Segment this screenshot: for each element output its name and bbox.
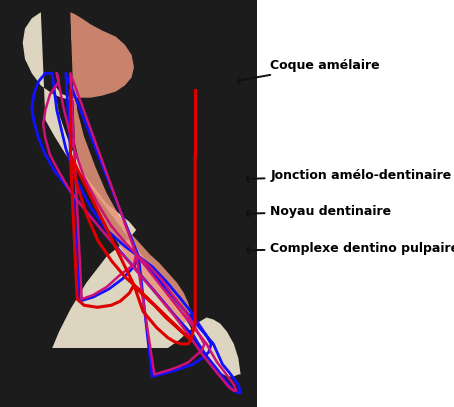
Polygon shape bbox=[70, 12, 191, 324]
Text: Complexe dentino pulpaire: Complexe dentino pulpaire bbox=[247, 242, 454, 255]
Polygon shape bbox=[23, 12, 241, 376]
Bar bbox=[0, 0, 257, 407]
Text: Coque amélaire: Coque amélaire bbox=[237, 59, 380, 83]
Text: Jonction amélo-dentinaire: Jonction amélo-dentinaire bbox=[247, 168, 451, 182]
Text: Noyau dentinaire: Noyau dentinaire bbox=[247, 205, 391, 218]
